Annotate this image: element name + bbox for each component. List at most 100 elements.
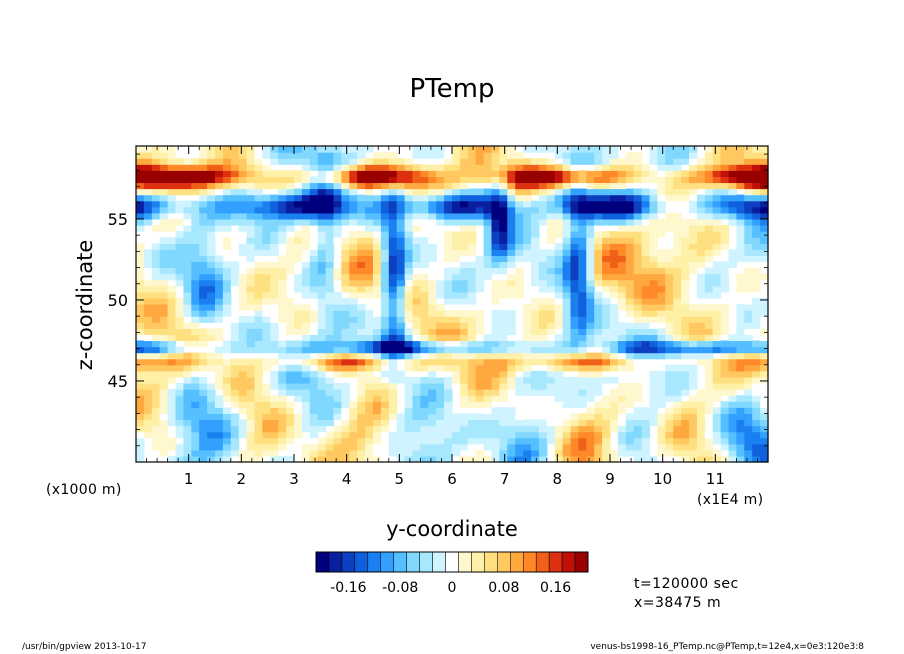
heatmap-cell (760, 431, 769, 439)
heatmap-cell (657, 395, 666, 402)
heatmap-cell (388, 285, 398, 293)
heatmap-cell (215, 401, 224, 408)
heatmap-cell (499, 285, 508, 293)
heatmap-cell (167, 255, 177, 263)
heatmap-cell (357, 218, 366, 226)
heatmap-cell (286, 304, 295, 311)
heatmap-cell (649, 255, 658, 263)
heatmap-cell (175, 218, 184, 226)
heatmap-cell (357, 310, 366, 317)
heatmap-cell (594, 297, 603, 305)
heatmap-cell (649, 152, 658, 159)
heatmap-cell (689, 413, 698, 421)
heatmap-cell (159, 158, 169, 165)
heatmap-cell (333, 152, 342, 159)
heatmap-cell (617, 364, 627, 372)
heatmap-cell (278, 279, 287, 287)
heatmap-cell (633, 152, 643, 159)
heatmap-cell (199, 425, 208, 433)
heatmap-cell (159, 358, 169, 366)
heatmap-cell (752, 218, 761, 226)
heatmap-cell (712, 419, 722, 427)
heatmap-cell (388, 152, 398, 159)
heatmap-cell (262, 376, 271, 384)
heatmap-cell (159, 328, 169, 335)
heatmap-cell (586, 449, 595, 457)
heatmap-cell (143, 188, 153, 196)
heatmap-cell (610, 267, 619, 275)
heatmap-cell (633, 243, 643, 250)
heatmap-cell (602, 231, 611, 238)
heatmap-cell (294, 231, 303, 238)
heatmap-cell (665, 334, 674, 342)
heatmap-cell (262, 346, 271, 354)
heatmap-cell (578, 206, 587, 214)
heatmap-cell (317, 206, 327, 214)
heatmap-cell (191, 425, 200, 433)
heatmap-cell (570, 200, 579, 208)
heatmap-cell (230, 413, 240, 421)
heatmap-cell (286, 152, 295, 159)
heatmap-cell (396, 449, 406, 457)
heatmap-cell (752, 346, 761, 354)
heatmap-cell (365, 267, 374, 275)
heatmap-cell (238, 449, 248, 457)
heatmap-cell (254, 170, 263, 177)
heatmap-cell (610, 231, 619, 238)
heatmap-cell (143, 419, 153, 427)
heatmap-cell (246, 425, 256, 433)
heatmap-cell (215, 443, 224, 451)
heatmap-cell (459, 395, 469, 402)
heatmap-cell (143, 304, 153, 311)
heatmap-cell (136, 316, 145, 323)
heatmap-cell (183, 455, 192, 463)
heatmap-cell (436, 194, 445, 202)
heatmap-cell (681, 316, 690, 323)
heatmap-cell (380, 328, 390, 335)
heatmap-cell (578, 297, 587, 305)
heatmap-cell (696, 279, 706, 287)
heatmap-cell (752, 407, 761, 414)
heatmap-cell (649, 310, 658, 317)
heatmap-cell (317, 176, 327, 184)
heatmap-cell (159, 267, 169, 275)
heatmap-cell (254, 328, 263, 335)
heatmap-cell (143, 158, 153, 165)
heatmap-cell (673, 328, 682, 335)
heatmap-cell (215, 425, 224, 433)
heatmap-cell (373, 243, 382, 250)
heatmap-cell (294, 413, 303, 421)
heatmap-cell (199, 243, 208, 250)
heatmap-cell (412, 340, 421, 348)
heatmap-cell (278, 352, 287, 360)
heatmap-cell (625, 383, 635, 390)
heatmap-cell (159, 164, 169, 171)
heatmap-cell (270, 401, 279, 408)
heatmap-cell (649, 279, 658, 287)
heatmap-cell (333, 316, 342, 323)
heatmap-cell (254, 152, 263, 159)
heatmap-cell (554, 383, 564, 390)
heatmap-cell (151, 370, 161, 378)
heatmap-cell (357, 316, 366, 323)
heatmap-cell (594, 200, 603, 208)
heatmap-cell (325, 194, 335, 202)
heatmap-cell (673, 407, 682, 414)
heatmap-cell (143, 176, 153, 184)
heatmap-cell (301, 261, 311, 269)
heatmap-cell (531, 225, 540, 232)
heatmap-cell (207, 206, 216, 214)
heatmap-cell (483, 383, 493, 390)
heatmap-cell (207, 176, 216, 184)
heatmap-cell (388, 261, 398, 269)
heatmap-cell (357, 364, 366, 372)
heatmap-cell (570, 443, 579, 451)
heatmap-cell (617, 285, 627, 293)
heatmap-cell (246, 431, 256, 439)
heatmap-cell (380, 200, 390, 208)
heatmap-cell (341, 206, 350, 214)
heatmap-cell (610, 261, 619, 269)
heatmap-cell (523, 194, 532, 202)
heatmap-cell (420, 146, 429, 153)
heatmap-cell (720, 158, 730, 165)
